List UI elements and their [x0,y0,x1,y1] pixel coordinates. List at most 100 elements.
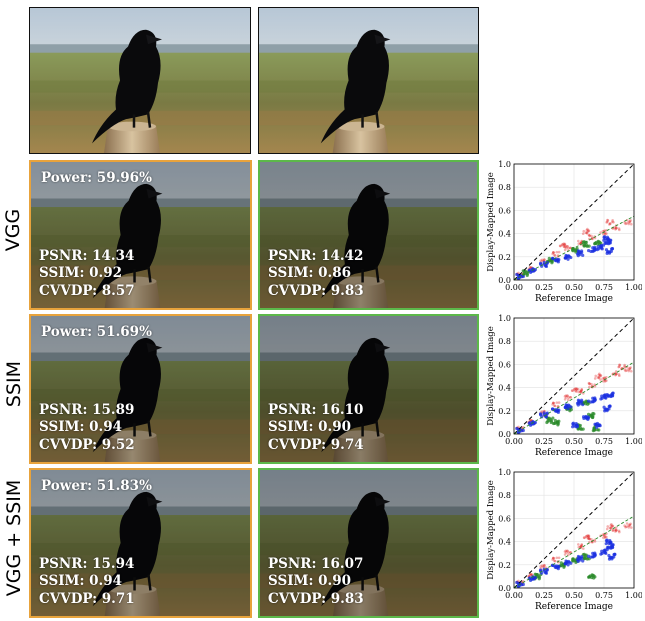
scatter-point [521,582,525,587]
scatter-point [609,524,613,527]
scatter-point [585,231,589,234]
scatter-point [598,240,602,244]
scatter-point [605,235,610,239]
scatter-point [581,232,585,236]
scatter-point [627,222,631,226]
scatter-point [597,376,601,380]
fit-line [513,215,635,281]
scatter-point [614,526,618,529]
scatter-point [586,230,590,233]
scatter-point [603,229,606,233]
y-axis-label: Display-Mapped Image [486,172,496,272]
y-tick-label: 0.8 [498,337,511,346]
scatter-point [615,372,618,376]
scatter-point [521,428,525,433]
scatter-point [627,526,631,529]
scatter-point [601,232,605,236]
scatter-point [597,373,601,377]
scatter-point [565,396,568,399]
scatter-point [594,374,598,378]
scatter-point [586,534,589,537]
scatter-point [575,252,580,256]
scatter-point [601,377,605,380]
y-tick-label: 1.0 [498,160,511,169]
scatter-point [609,249,613,253]
scatter-point [564,256,568,260]
scatter-point [609,527,613,530]
scatter-point [603,231,607,235]
scatter-point [568,395,572,399]
scatter-point [584,231,588,235]
scatter-point [521,274,525,279]
scatter-point [517,430,521,435]
scatter-point [601,380,605,383]
psnr-value: PSNR: 16.10 [268,401,364,418]
crow-photo [30,8,250,153]
scatter-point [580,543,584,546]
scatter-point [603,232,607,236]
scatter-point [618,363,621,367]
scatter-point [617,529,621,533]
scatter-point [551,401,555,405]
row-label-vgg-ssim: VGG + SSIM [3,479,25,597]
scatter-point [617,365,620,369]
scatter-point [606,220,609,224]
scatter-point [563,550,567,553]
scatter-point [628,367,632,371]
reference-image-right [258,7,479,154]
scatter-point [599,397,603,401]
y-tick-label: 0.6 [498,206,511,215]
scatter-point [617,227,621,230]
scatter-point [587,248,591,253]
cvvdp-value: CVVDP: 9.83 [268,282,364,299]
scatter-point [612,220,615,224]
scatter-point [605,221,608,224]
scatter-point [623,363,626,367]
y-tick-label: 0.8 [498,491,511,500]
scatter-point [587,534,591,538]
psnr-value: PSNR: 15.94 [39,555,135,572]
scatter-point [588,537,591,541]
x-tick-label: 0.00 [505,591,523,600]
scatter-point [553,253,556,257]
scatter-point [609,545,613,550]
plot-frame [513,163,635,281]
scatter-point [579,545,582,548]
scatter-point [565,245,569,248]
psnr-value: PSNR: 16.07 [268,555,364,572]
scatter-point [582,229,586,233]
scatter-point [575,390,578,393]
scatter-point [579,390,583,393]
scatter-point [545,568,549,572]
row-label-vgg: VGG [2,208,24,252]
cvvdp-value: CVVDP: 8.57 [39,282,135,299]
x-tick-label: 0.75 [595,591,613,600]
plot-frame [513,471,635,589]
scatter-point [581,427,585,431]
scatter-point [551,251,555,254]
scatter-point [628,220,632,224]
scatter-point [628,367,631,370]
scatter-point [609,555,613,559]
scatter-point [575,388,579,391]
y-tick-label: 0.2 [498,561,511,570]
scatter-point [606,241,610,245]
scatter-point [543,258,546,261]
scatter-point [581,403,585,407]
scatter-point [603,535,607,538]
scatter-point [597,375,601,379]
y-tick-label: 0.0 [498,276,511,285]
scatter-point [575,387,579,390]
scatter-point [590,414,594,418]
x-tick-label: 0.75 [595,283,613,292]
scatter-point [608,404,612,408]
scatter-point [577,242,581,246]
scatter-point [579,390,582,393]
scatter-point [605,527,609,531]
scatter-point [580,544,583,548]
ssim-value: SSIM: 0.86 [268,265,352,281]
scatter-point [609,394,613,398]
scatter-point [578,251,582,255]
tone-mapping-scatter-vgg: 0.00 0.25 0.50 0.75 1.00 0.0 0.2 0.4 0.6 0.8 1.0 Re… [486,160,642,304]
plot-frame [513,317,635,435]
